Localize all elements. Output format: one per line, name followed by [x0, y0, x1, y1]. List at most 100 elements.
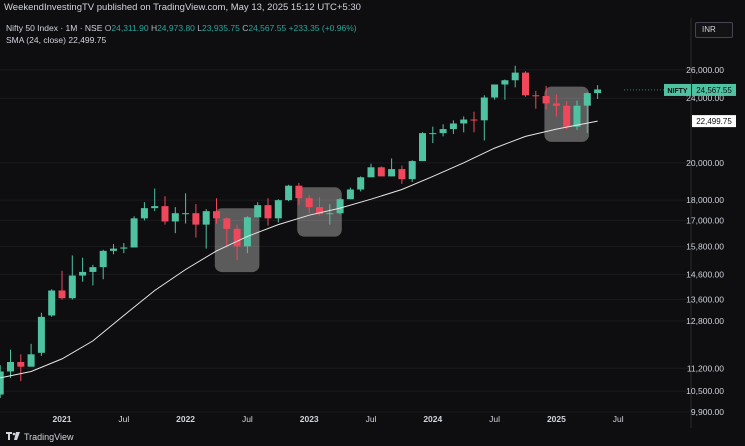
candle-body	[37, 316, 45, 353]
candle-body	[264, 205, 272, 219]
candle	[140, 202, 148, 221]
candle-body	[254, 205, 262, 218]
ohlc-row: Nifty 50 Index · 1M · NSE O24,311.90 H24…	[6, 22, 357, 34]
price-tick-label: 13,600.00	[686, 294, 724, 304]
candle-body	[48, 290, 56, 316]
candle-body	[388, 169, 396, 177]
candle	[233, 224, 241, 261]
candle-body	[501, 80, 509, 85]
price-tick-label: 9,900.00	[691, 407, 724, 417]
price-tick-label: 18,000.00	[686, 195, 724, 205]
candle-body	[470, 119, 478, 121]
price-axis: 26,000.00 24,000.00 20,000.00 18,000.00 17,0…	[686, 65, 724, 417]
time-tick-label: Jul	[242, 414, 253, 424]
candle	[79, 257, 87, 282]
candle	[130, 216, 138, 248]
candle-body	[79, 271, 87, 276]
candle	[336, 198, 344, 215]
price-tick-label: 14,600.00	[686, 269, 724, 279]
candle-body	[223, 218, 231, 229]
candle	[449, 120, 457, 134]
candle-body	[563, 105, 571, 127]
candle	[264, 198, 272, 226]
candle	[27, 343, 35, 367]
candle	[326, 204, 334, 225]
candle-body	[398, 169, 406, 180]
candle-body	[7, 362, 14, 372]
last-price-tag: 24,567.55	[696, 86, 732, 95]
tradingview-logo[interactable]: TradingView	[6, 432, 74, 442]
time-tick-label: 2022	[176, 414, 195, 424]
candle	[491, 84, 499, 100]
candle	[439, 124, 447, 137]
tradingview-label: TradingView	[24, 432, 74, 442]
candle	[480, 95, 488, 141]
candle-body	[99, 250, 107, 268]
candle	[58, 270, 66, 300]
low-value: 23,935.75	[202, 23, 240, 33]
footer-bar	[0, 428, 745, 446]
sma-line	[0, 120, 598, 379]
candle-body	[58, 290, 66, 299]
sma-label[interactable]: SMA (24, close)	[6, 35, 66, 45]
candle-body	[594, 89, 602, 94]
price-tick-label: 24,000.00	[686, 93, 724, 103]
candle-body	[120, 247, 128, 249]
high-label: H	[150, 23, 158, 33]
sma-price-tag: 22,499.75	[696, 117, 732, 126]
candle-body	[460, 119, 468, 124]
low-label: L	[197, 23, 203, 33]
candle-body	[130, 218, 138, 248]
candle-body	[532, 95, 540, 97]
sma-value: 22,499.75	[68, 35, 107, 45]
candle-body	[171, 213, 179, 222]
candle	[542, 85, 550, 110]
candle	[120, 243, 128, 254]
sma-row: SMA (24, close) 22,499.75	[6, 34, 357, 46]
candle-body	[346, 189, 354, 200]
time-tick-label: Jul	[366, 414, 377, 424]
candle-body	[27, 354, 35, 367]
candle	[274, 199, 282, 223]
candle	[37, 312, 45, 356]
candle-body	[480, 97, 488, 121]
close-label: C	[242, 23, 249, 33]
price-tick-label: 20,000.00	[686, 158, 724, 168]
candle	[460, 116, 468, 133]
candle	[583, 92, 591, 134]
candle	[305, 195, 313, 214]
candle-body	[295, 185, 303, 199]
candle-body	[192, 213, 200, 225]
price-tick-label: 17,000.00	[686, 215, 724, 225]
candle	[511, 65, 519, 88]
currency-selector[interactable]: INR	[695, 22, 733, 38]
candle-body	[429, 133, 437, 135]
candle	[182, 193, 190, 224]
top-bar: WeekendInvestingTV published on TradingV…	[0, 0, 745, 16]
price-tick-label: 26,000.00	[686, 65, 724, 75]
candle-body	[233, 228, 241, 247]
candle	[563, 101, 571, 130]
change-value: +233.35 (+0.96%)	[288, 23, 357, 33]
candle	[594, 85, 602, 99]
candle	[161, 196, 169, 225]
candle-body	[140, 208, 148, 219]
candle	[522, 71, 529, 97]
time-tick-label: Jul	[118, 414, 129, 424]
candle	[367, 163, 375, 178]
candle	[501, 79, 509, 100]
candle-body	[552, 103, 560, 106]
candle-body	[449, 123, 457, 130]
candle-body	[17, 362, 25, 367]
candle	[110, 244, 117, 255]
price-tick-label: 11,200.00	[687, 363, 724, 373]
candle	[254, 202, 262, 218]
candle	[192, 204, 200, 238]
candle	[408, 160, 416, 182]
candle	[357, 176, 365, 192]
time-tick-label: Jul	[613, 414, 624, 424]
candle	[346, 187, 354, 200]
candle	[377, 166, 385, 177]
symbol-label[interactable]: Nifty 50 Index · 1M · NSE	[6, 23, 103, 33]
